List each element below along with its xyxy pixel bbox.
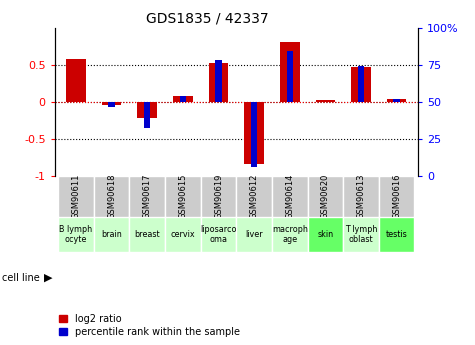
Bar bbox=[393, 99, 400, 101]
Bar bbox=[137, 101, 157, 118]
Text: B lymph
ocyte: B lymph ocyte bbox=[59, 225, 93, 244]
Bar bbox=[280, 42, 300, 101]
Text: liposarco
oma: liposarco oma bbox=[200, 225, 237, 244]
Bar bbox=[387, 99, 407, 101]
Bar bbox=[251, 101, 257, 167]
Text: GSM90617: GSM90617 bbox=[143, 174, 152, 219]
Text: GSM90615: GSM90615 bbox=[179, 174, 187, 219]
Text: GSM90620: GSM90620 bbox=[321, 174, 330, 219]
Bar bbox=[286, 51, 293, 101]
Bar bbox=[358, 66, 364, 101]
Text: GSM90613: GSM90613 bbox=[357, 174, 365, 219]
Bar bbox=[201, 176, 237, 217]
Text: cervix: cervix bbox=[171, 230, 195, 239]
Bar bbox=[379, 217, 414, 252]
Bar bbox=[308, 176, 343, 217]
Text: cell line: cell line bbox=[2, 273, 40, 283]
Title: GDS1835 / 42337: GDS1835 / 42337 bbox=[146, 11, 268, 25]
Bar bbox=[102, 101, 122, 105]
Bar bbox=[237, 217, 272, 252]
Bar bbox=[66, 59, 86, 101]
Bar bbox=[58, 176, 94, 217]
Bar bbox=[165, 217, 200, 252]
Bar bbox=[244, 101, 264, 165]
Bar bbox=[94, 176, 129, 217]
Text: ▶: ▶ bbox=[44, 273, 52, 283]
Text: testis: testis bbox=[386, 230, 408, 239]
Text: GSM90612: GSM90612 bbox=[250, 174, 258, 219]
Text: macroph
age: macroph age bbox=[272, 225, 308, 244]
Bar bbox=[343, 176, 379, 217]
Text: GSM90618: GSM90618 bbox=[107, 174, 116, 219]
Bar bbox=[180, 96, 186, 101]
Bar bbox=[108, 101, 115, 108]
Bar bbox=[144, 101, 151, 128]
Bar bbox=[173, 96, 193, 101]
Legend: log2 ratio, percentile rank within the sample: log2 ratio, percentile rank within the s… bbox=[59, 314, 240, 337]
Bar bbox=[129, 217, 165, 252]
Text: GSM90611: GSM90611 bbox=[72, 174, 80, 219]
Bar bbox=[351, 67, 371, 101]
Bar bbox=[237, 176, 272, 217]
Text: GSM90614: GSM90614 bbox=[285, 174, 294, 219]
Bar bbox=[379, 176, 414, 217]
Text: skin: skin bbox=[317, 230, 333, 239]
Bar bbox=[94, 217, 129, 252]
Bar bbox=[215, 60, 222, 101]
Bar bbox=[308, 217, 343, 252]
Bar bbox=[209, 63, 228, 101]
Bar bbox=[129, 176, 165, 217]
Text: GSM90619: GSM90619 bbox=[214, 174, 223, 219]
Bar bbox=[58, 217, 94, 252]
Text: brain: brain bbox=[101, 230, 122, 239]
Text: liver: liver bbox=[245, 230, 263, 239]
Text: GSM90616: GSM90616 bbox=[392, 174, 401, 219]
Bar bbox=[315, 100, 335, 101]
Bar bbox=[201, 217, 237, 252]
Bar bbox=[272, 176, 308, 217]
Text: breast: breast bbox=[134, 230, 160, 239]
Text: T lymph
oblast: T lymph oblast bbox=[345, 225, 377, 244]
Bar bbox=[272, 217, 308, 252]
Bar bbox=[165, 176, 200, 217]
Bar bbox=[343, 217, 379, 252]
